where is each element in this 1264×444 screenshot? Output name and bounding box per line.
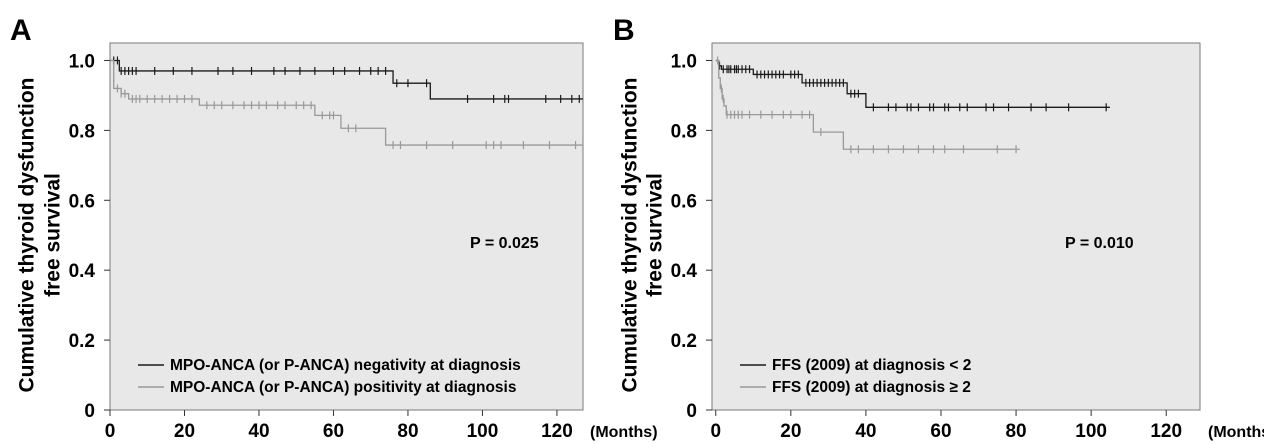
y-tick-label: 0.6 xyxy=(69,191,95,212)
x-tick-label: 100 xyxy=(1075,421,1107,442)
x-tick-label: 0 xyxy=(710,421,721,442)
x-tick-label: 20 xyxy=(174,421,195,442)
x-axis-unit: (Months) xyxy=(1208,424,1264,441)
y-axis-label: free survival xyxy=(644,173,667,297)
panel-letter: A xyxy=(10,14,32,47)
x-tick-label: 120 xyxy=(1150,421,1182,442)
x-tick-label: 60 xyxy=(930,421,951,442)
y-tick-label: 0.2 xyxy=(671,331,697,352)
y-tick-label: 0.8 xyxy=(671,121,697,142)
y-tick-label: 0.4 xyxy=(671,261,698,282)
x-tick-label: 0 xyxy=(105,421,116,442)
x-tick-label: 100 xyxy=(467,421,499,442)
y-tick-label: 0.8 xyxy=(69,121,95,142)
y-tick-label: 1.0 xyxy=(671,51,697,72)
survival-curve xyxy=(715,59,1020,150)
p-value-annotation: P = 0.010 xyxy=(1065,235,1134,252)
y-tick-label: 1.0 xyxy=(69,51,95,72)
y-tick-label: 0 xyxy=(686,401,697,422)
y-axis-label: Cumulative thyroid dysfunction xyxy=(16,77,39,392)
y-tick-label: 0 xyxy=(84,401,95,422)
x-tick-label: 40 xyxy=(248,421,269,442)
legend-entry: FFS (2009) at diagnosis ≥ 2 xyxy=(772,379,971,396)
p-value-annotation: P = 0.025 xyxy=(470,235,539,252)
y-tick-label: 0.2 xyxy=(69,331,95,352)
panel-b: B Cumulative thyroid dysfunction free surv… xyxy=(613,14,1264,442)
x-tick-label: 80 xyxy=(1005,421,1026,442)
y-tick-label: 0.6 xyxy=(671,191,697,212)
survival-curve xyxy=(110,59,583,100)
plot-area xyxy=(109,42,584,411)
x-tick-label: 60 xyxy=(323,421,344,442)
legend-entry: MPO-ANCA (or P-ANCA) negativity at diagn… xyxy=(170,357,521,374)
x-tick-label: 20 xyxy=(780,421,801,442)
x-tick-label: 40 xyxy=(855,421,876,442)
y-axis-label: free survival xyxy=(42,173,65,297)
y-tick-label: 0.4 xyxy=(69,261,96,282)
x-tick-label: 80 xyxy=(397,421,418,442)
x-tick-label: 120 xyxy=(541,421,573,442)
y-axis-label: Cumulative thyroid dysfunction xyxy=(619,77,642,392)
panel-letter: B xyxy=(613,14,635,47)
x-axis-unit: (Months) xyxy=(590,424,658,441)
legend-entry: MPO-ANCA (or P-ANCA) positivity at diagn… xyxy=(170,379,516,396)
plot-area xyxy=(711,42,1201,411)
legend-entry: FFS (2009) at diagnosis < 2 xyxy=(772,357,971,374)
